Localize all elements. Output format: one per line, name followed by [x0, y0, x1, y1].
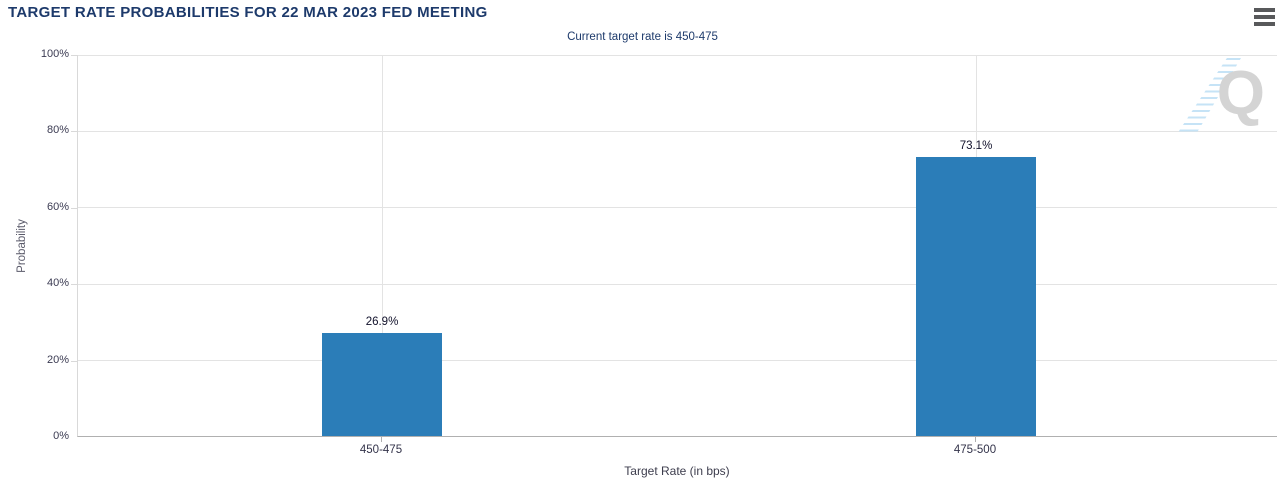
x-tick-mark — [975, 437, 976, 442]
plot-area: 26.9% 73.1% — [77, 55, 1277, 437]
y-tick-mark — [71, 131, 77, 132]
menu-button[interactable] — [1253, 7, 1277, 27]
x-category-label: 450-475 — [359, 444, 403, 456]
y-tick-mark — [71, 361, 77, 362]
hamburger-icon — [1254, 15, 1275, 19]
y-tick-label: 100% — [40, 48, 69, 60]
x-category-label: 475-500 — [953, 444, 997, 456]
gridline-horizontal — [78, 131, 1277, 133]
gridline-horizontal — [78, 359, 1277, 361]
probability-bar-450-475[interactable] — [322, 333, 442, 436]
probability-bar-475-500[interactable] — [916, 156, 1036, 436]
y-tick-mark — [71, 55, 77, 56]
chart-subtitle: Current target rate is 450-475 — [567, 31, 718, 43]
y-tick-label: 60% — [46, 201, 69, 213]
gridline-horizontal — [78, 55, 1277, 56]
bar-value-label: 26.9% — [365, 316, 399, 329]
bar-group-450-475: 26.9% — [322, 316, 442, 436]
y-tick-label: 20% — [46, 354, 69, 366]
y-tick-label: 0% — [53, 430, 69, 442]
gridline-horizontal — [78, 283, 1277, 285]
bar-value-label: 73.1% — [959, 139, 993, 152]
x-axis-title: Target Rate (in bps) — [624, 464, 730, 478]
gridline-vertical — [382, 55, 383, 436]
bar-group-475-500: 73.1% — [916, 140, 1036, 436]
y-tick-label: 80% — [46, 124, 69, 136]
page-title: TARGET RATE PROBABILITIES FOR 22 MAR 202… — [8, 4, 488, 21]
x-tick-mark — [381, 437, 382, 442]
y-tick-mark — [71, 208, 77, 209]
y-tick-label: 40% — [46, 277, 69, 289]
gridline-horizontal — [78, 207, 1277, 209]
hamburger-icon — [1254, 22, 1275, 26]
hamburger-icon — [1254, 8, 1275, 12]
y-axis-title: Probability — [16, 219, 28, 273]
y-tick-mark — [71, 284, 77, 285]
